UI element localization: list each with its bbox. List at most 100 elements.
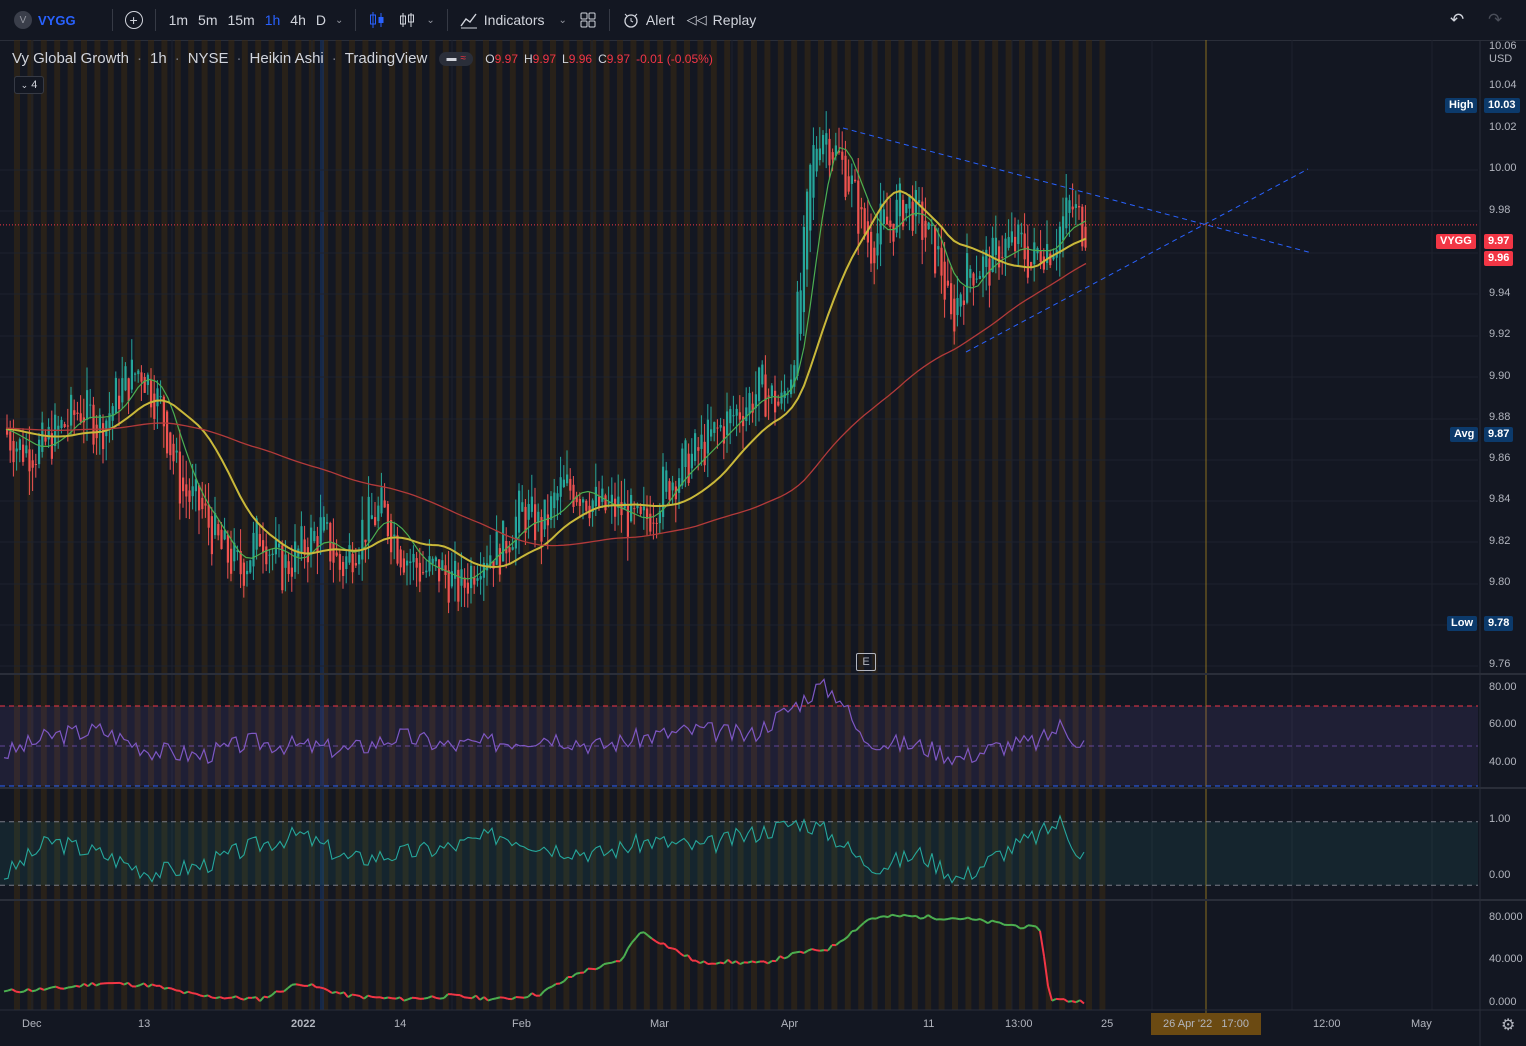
ind3-segment	[283, 987, 289, 993]
candle-body	[559, 477, 562, 497]
candle-body	[364, 539, 367, 543]
trendline-drawings[interactable]	[842, 127, 1313, 353]
undo-button[interactable]: ↶	[1444, 0, 1470, 40]
ind3-segment	[1039, 930, 1045, 957]
chevron-down-icon[interactable]: ⌄	[558, 14, 567, 26]
ind3-segment	[811, 948, 817, 952]
ind3-segment	[527, 992, 533, 998]
ind3-segment	[767, 960, 773, 965]
ind3-segment	[163, 986, 169, 990]
earnings-event-marker[interactable]: E	[856, 653, 876, 671]
ind3-segment	[787, 952, 793, 958]
session-band	[925, 40, 932, 1010]
alert-button[interactable]: Alert	[616, 0, 681, 40]
candle-body	[207, 504, 210, 528]
ind3-tick: 80.000	[1489, 911, 1523, 923]
candle-body	[850, 175, 853, 184]
ind3-segment	[783, 956, 789, 960]
candle-body	[524, 506, 527, 533]
ohlc-high: 9.97	[532, 51, 557, 66]
candle-body	[898, 183, 901, 217]
chart-style-button[interactable]	[362, 0, 392, 40]
interval-15m[interactable]: 15m	[227, 12, 255, 28]
interval-1h[interactable]: 1h	[264, 12, 281, 28]
candle-body	[959, 294, 962, 307]
ind3-segment	[511, 996, 517, 1000]
ind3-segment	[327, 989, 333, 994]
ind3-segment	[399, 996, 405, 1002]
candle-body	[73, 410, 76, 415]
indicators-collapse-button[interactable]: ⌄ 4	[14, 76, 44, 94]
replay-button[interactable]: ◁◁ Replay	[681, 0, 763, 40]
candle-body	[918, 200, 921, 204]
interval-4h[interactable]: 4h	[290, 12, 306, 28]
ind3-segment	[1067, 1000, 1073, 1003]
compare-add-button[interactable]: +	[119, 0, 149, 40]
ind3-segment	[343, 991, 349, 998]
candle-body	[1010, 231, 1013, 243]
ind3-segment	[475, 994, 481, 1001]
redo-button[interactable]: ↷	[1482, 0, 1508, 40]
session-band	[1086, 40, 1092, 1010]
session-band	[1099, 40, 1106, 1010]
oscillator-line	[3, 814, 1085, 884]
plus-circle-icon: +	[124, 11, 143, 29]
ind3-segment	[495, 996, 501, 1000]
candle-body	[1033, 242, 1036, 265]
ind3-segment	[955, 917, 961, 921]
candle-body	[479, 576, 482, 580]
candle-body	[191, 486, 194, 497]
ind3-segment	[923, 914, 929, 919]
candle-body	[793, 365, 796, 387]
candles-icon	[370, 12, 384, 28]
ind3-segment	[287, 984, 293, 989]
candle-body	[786, 393, 789, 395]
ind3-segment	[83, 982, 89, 988]
candle-body	[1017, 224, 1020, 245]
bar-style-button[interactable]: ⌄	[392, 0, 440, 40]
candle-body	[198, 485, 201, 511]
candle-body	[610, 494, 613, 503]
session-band	[496, 40, 503, 1010]
ind3-segment	[367, 994, 373, 998]
divider	[446, 9, 448, 31]
interval-D[interactable]: D	[315, 12, 326, 28]
ind3-segment	[683, 954, 689, 957]
ohlc-values: O9.97 H9.97 L9.96 C9.97 -0.01 (-0.05%)	[485, 51, 713, 66]
chart-canvas[interactable]	[0, 40, 1526, 1046]
candle-body	[604, 495, 607, 511]
ind3-segment	[619, 955, 625, 962]
ind3-segment	[583, 967, 589, 974]
candle-body	[761, 364, 764, 385]
settings-gear-icon[interactable]: ⚙	[1501, 1017, 1516, 1034]
candle-body	[697, 447, 700, 451]
interval-dropdown-chevron-icon[interactable]: ⌄	[335, 14, 344, 26]
symbol-search[interactable]: V VYGG	[0, 0, 82, 40]
candle-body	[770, 385, 773, 397]
chevron-down-icon[interactable]: ⌄	[426, 14, 435, 26]
ind3-segment	[231, 995, 237, 999]
candle-body	[585, 500, 588, 511]
session-band	[282, 40, 288, 1010]
ind3-segment	[779, 955, 785, 960]
ind3-segment	[1043, 955, 1049, 987]
ind3-segment	[443, 993, 449, 999]
interval-5m[interactable]: 5m	[198, 12, 218, 28]
ind3-segment	[795, 950, 801, 954]
price-tick: 9.76	[1489, 658, 1511, 670]
layouts-button[interactable]	[573, 0, 603, 40]
candle-body	[156, 388, 159, 407]
candle-body	[338, 554, 341, 570]
candle-body	[399, 549, 402, 568]
legend-visibility-toggle[interactable]: ▬ ≈	[439, 51, 474, 66]
interval-1m[interactable]: 1m	[168, 12, 189, 28]
candle-body	[825, 133, 828, 145]
avg-label-badge: Avg	[1450, 427, 1479, 442]
rsi-tick: 80.00	[1489, 681, 1517, 693]
ind3-segment	[715, 961, 721, 965]
interval-group: 1m 5m 15m 1h 4h D ⌄	[162, 0, 350, 40]
ind3-segment	[983, 920, 989, 925]
indicators-button[interactable]: Indicators ⌄	[454, 0, 573, 40]
top-toolbar: V VYGG + 1m 5m 15m 1h 4h D ⌄ ⌄ Indicator…	[0, 0, 1526, 41]
candle-body	[18, 439, 21, 451]
